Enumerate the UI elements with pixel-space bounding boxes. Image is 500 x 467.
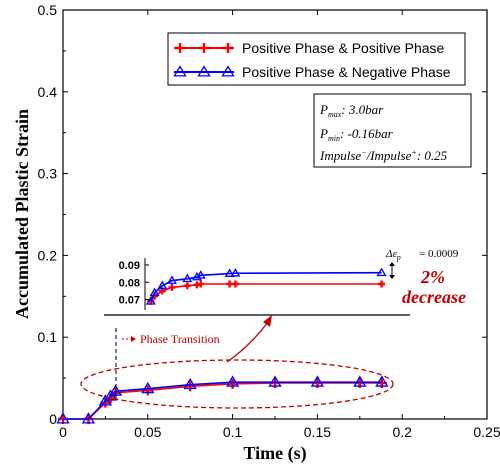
x-tick-label: 0.1 [223, 424, 243, 440]
y-axis-label: Accumulated Plastic Strain [12, 109, 32, 319]
decrease-label: decrease [402, 287, 466, 307]
delta-arrow-up [389, 262, 395, 266]
triangle-marker [224, 268, 235, 277]
decrease-percent: 2% [420, 267, 445, 287]
triangle-marker [195, 270, 206, 279]
triangle-marker [145, 296, 156, 305]
triangle-marker [182, 273, 193, 283]
triangle-marker [141, 381, 155, 394]
legend-label: Positive Phase & Positive Phase [242, 40, 445, 56]
legend: Positive Phase & Positive Phase Positive … [167, 32, 466, 86]
triangle-marker [310, 375, 325, 387]
triangle-marker [191, 271, 202, 281]
triangle-marker [56, 412, 70, 424]
x-tick-label: 0.15 [304, 424, 331, 440]
x-tick-label: 0.2 [392, 424, 412, 440]
parameter-box: Pmax: 3.0bar Pmin: -0.16bar Impulse−/Imp… [313, 93, 472, 168]
delta-arrow-down [389, 275, 395, 279]
zoom-arrow [226, 321, 269, 363]
delta-value: = 0.0009 [419, 248, 459, 260]
triangle-marker [149, 287, 160, 297]
triangle-marker [221, 65, 235, 77]
x-tick-label: 0.05 [134, 424, 161, 440]
param-pmin: Pmin: -0.16bar [319, 126, 394, 143]
x-tick-label: 0.25 [473, 424, 500, 440]
triangle-marker [225, 375, 240, 387]
legend-label: Positive Phase & Negative Phase [242, 64, 451, 80]
y-tick-label: 0.2 [38, 247, 58, 263]
triangle-marker [108, 384, 123, 396]
legend-box [167, 32, 466, 86]
y-tick-label: 0.5 [38, 2, 58, 18]
triangle-marker [197, 65, 211, 77]
triangle-marker [173, 65, 187, 77]
x-axis-label: Time (s) [243, 443, 306, 464]
phase-transition-arrowhead [131, 336, 136, 342]
inset-y-tick-label: 0.07 [119, 295, 140, 307]
y-tick-label: 0.4 [38, 84, 58, 100]
x-tick-label: 0 [59, 424, 67, 440]
triangle-marker [81, 412, 96, 424]
delta-symbol: Δεp [385, 248, 401, 262]
triangle-marker [183, 377, 197, 390]
inset-y-tick-label: 0.09 [119, 260, 140, 272]
inset-y-tick-label: 0.08 [119, 277, 140, 289]
param-impulse: Impulse−/Impulse+: 0.25 [319, 148, 448, 163]
triangle-marker [166, 275, 177, 284]
triangle-marker [375, 375, 389, 387]
y-tick-label: 0.1 [38, 329, 58, 345]
steady-state-ellipse [80, 359, 394, 409]
y-tick-label: 0 [49, 411, 57, 427]
phase-transition-label: Phase Transition [140, 332, 220, 346]
main-series [56, 375, 389, 424]
inset-chart: 0.09 0.08 0.07 [119, 258, 387, 310]
series-line [63, 381, 382, 420]
parameter-box-frame [313, 93, 472, 168]
triangle-marker [268, 375, 282, 387]
triangle-marker [230, 268, 241, 277]
triangle-marker [157, 280, 168, 290]
param-pmax: Pmax: 3.0bar [319, 102, 384, 119]
triangle-marker [353, 375, 367, 387]
triangle-marker [376, 267, 387, 277]
zoom-arrowhead [263, 315, 272, 327]
y-tick-label: 0.3 [38, 166, 58, 182]
